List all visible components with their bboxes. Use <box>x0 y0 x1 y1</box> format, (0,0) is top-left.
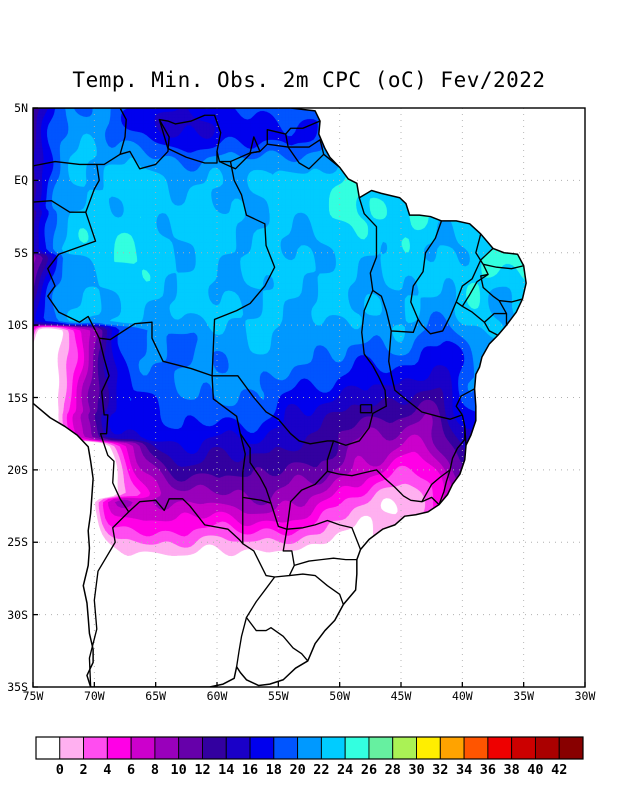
colorbar[interactable] <box>36 737 583 759</box>
lon-tick-label: 65W <box>126 689 186 703</box>
colorbar-swatch[interactable] <box>60 737 84 759</box>
lon-tick-label: 35W <box>494 689 554 703</box>
colorbar-swatch[interactable] <box>298 737 322 759</box>
colorbar-swatch[interactable] <box>417 737 441 759</box>
lon-tick-label: 55W <box>248 689 308 703</box>
lat-tick-label: 20S <box>0 463 28 477</box>
colorbar-swatch[interactable] <box>535 737 559 759</box>
lat-tick-label: 15S <box>0 391 28 405</box>
colorbar-tick-label: 42 <box>539 762 579 778</box>
colorbar-swatch[interactable] <box>226 737 250 759</box>
colorbar-swatch[interactable] <box>84 737 108 759</box>
lon-tick-label: 60W <box>187 689 247 703</box>
colorbar-swatch[interactable] <box>559 737 583 759</box>
lon-tick-label: 50W <box>310 689 370 703</box>
lon-tick-label: 45W <box>371 689 431 703</box>
colorbar-swatch[interactable] <box>512 737 536 759</box>
lon-tick-label: 70W <box>64 689 124 703</box>
colorbar-swatch[interactable] <box>107 737 131 759</box>
figure-title: Temp. Min. Obs. 2m CPC (oC) Fev/2022 <box>0 68 618 92</box>
lon-tick-label: 40W <box>432 689 492 703</box>
lat-tick-label: 25S <box>0 535 28 549</box>
colorbar-swatch[interactable] <box>321 737 345 759</box>
colorbar-swatch[interactable] <box>464 737 488 759</box>
colorbar-swatch[interactable] <box>250 737 274 759</box>
colorbar-swatch[interactable] <box>274 737 298 759</box>
colorbar-swatch[interactable] <box>202 737 226 759</box>
colorbar-swatch[interactable] <box>393 737 417 759</box>
colorbar-swatch[interactable] <box>131 737 155 759</box>
lat-tick-label: 10S <box>0 318 28 332</box>
colorbar-swatch[interactable] <box>488 737 512 759</box>
lat-tick-label: 5S <box>0 246 28 260</box>
lat-tick-label: 5N <box>0 101 28 115</box>
colorbar-swatch[interactable] <box>36 737 60 759</box>
lat-tick-label: 30S <box>0 608 28 622</box>
colorbar-swatch[interactable] <box>345 737 369 759</box>
colorbar-swatch[interactable] <box>369 737 393 759</box>
lon-tick-label: 75W <box>3 689 63 703</box>
lat-tick-label: EQ <box>0 173 28 187</box>
colorbar-swatch[interactable] <box>440 737 464 759</box>
colorbar-swatch[interactable] <box>179 737 203 759</box>
colorbar-swatch[interactable] <box>155 737 179 759</box>
lon-tick-label: 30W <box>555 689 615 703</box>
